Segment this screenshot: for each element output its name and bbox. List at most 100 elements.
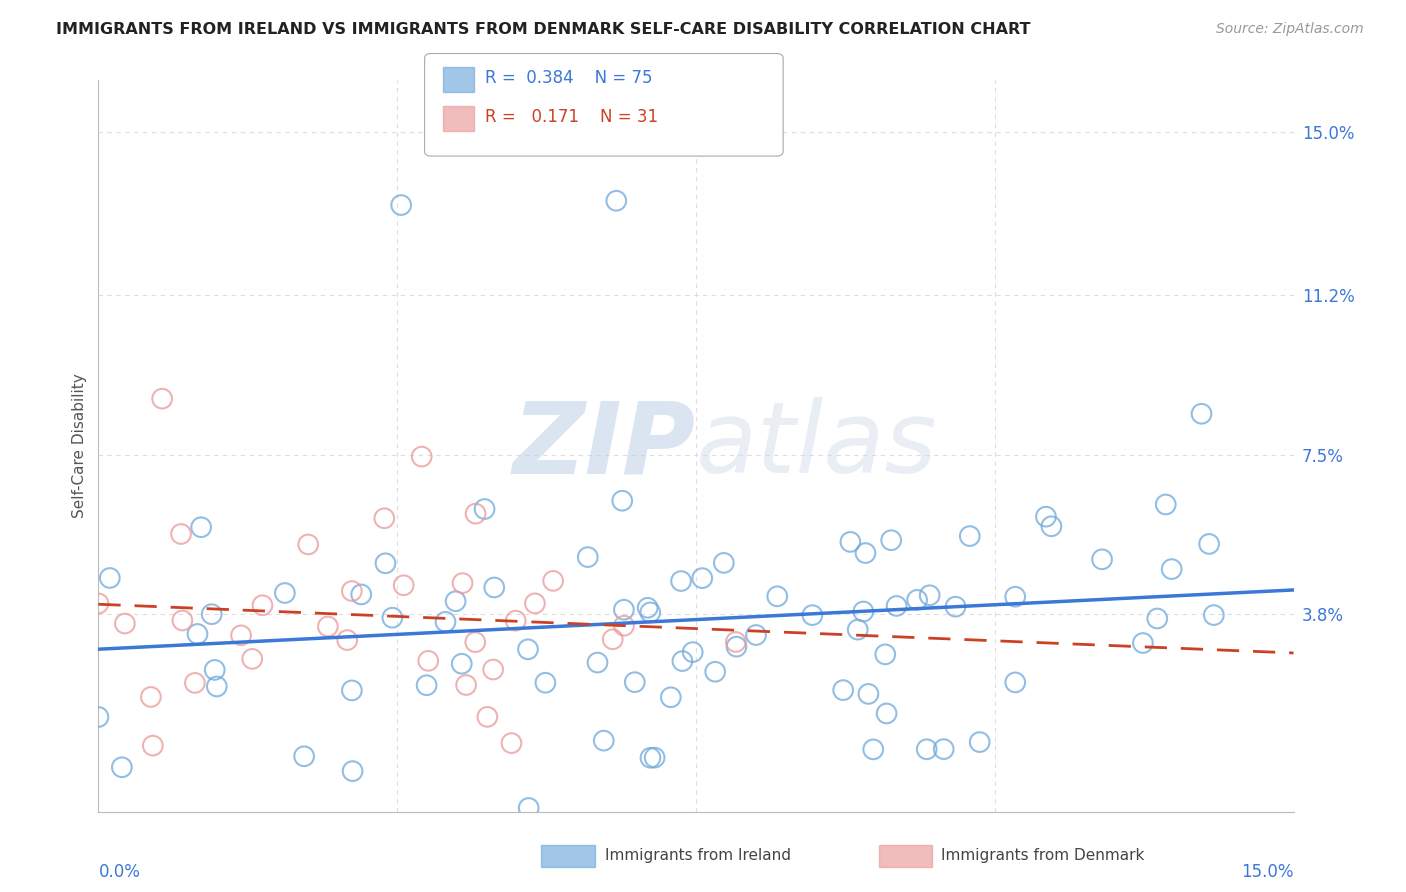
Point <box>682 645 704 659</box>
Point <box>444 594 467 608</box>
Point <box>389 198 412 212</box>
Point <box>534 675 557 690</box>
Point <box>613 618 636 632</box>
Point <box>172 614 194 628</box>
Point <box>451 576 474 591</box>
Point <box>252 599 274 613</box>
Point <box>541 574 564 588</box>
Point <box>612 493 634 508</box>
Point <box>832 683 855 698</box>
Point <box>373 511 395 525</box>
Point <box>477 710 499 724</box>
Point <box>297 537 319 551</box>
Point <box>87 597 110 611</box>
Point <box>876 706 898 721</box>
Text: R =  0.384    N = 75: R = 0.384 N = 75 <box>485 69 652 87</box>
Point <box>381 610 404 624</box>
Point <box>1040 519 1063 533</box>
Text: R =   0.171    N = 31: R = 0.171 N = 31 <box>485 108 658 126</box>
Point <box>576 550 599 565</box>
Point <box>671 654 693 668</box>
Point <box>638 606 661 620</box>
Point <box>1004 675 1026 690</box>
Point <box>959 529 981 543</box>
Point <box>415 678 437 692</box>
Point <box>1191 407 1213 421</box>
Text: 0.0%: 0.0% <box>98 863 141 881</box>
Point <box>292 749 315 764</box>
Point <box>434 615 457 629</box>
Point <box>1154 498 1177 512</box>
Point <box>690 571 713 585</box>
Point <box>918 588 941 602</box>
Point <box>411 450 433 464</box>
Point <box>456 678 478 692</box>
Point <box>801 608 824 623</box>
Point <box>839 535 862 549</box>
Point <box>464 635 486 649</box>
Point <box>87 710 110 724</box>
Point <box>474 502 496 516</box>
Point <box>669 574 692 588</box>
Point <box>766 589 789 603</box>
Point <box>517 642 540 657</box>
Point <box>1035 509 1057 524</box>
Text: Source: ZipAtlas.com: Source: ZipAtlas.com <box>1216 22 1364 37</box>
Point <box>240 652 263 666</box>
Point <box>1146 611 1168 625</box>
Point <box>637 600 659 615</box>
Point <box>184 676 207 690</box>
Point <box>340 584 363 599</box>
Point <box>501 736 523 750</box>
Point <box>875 648 897 662</box>
Point <box>725 640 748 654</box>
Point <box>517 801 540 815</box>
Point <box>482 663 505 677</box>
Point <box>855 546 877 560</box>
Point <box>605 194 627 208</box>
Point <box>846 623 869 637</box>
Point <box>623 675 645 690</box>
Point <box>204 663 226 677</box>
Point <box>98 571 121 585</box>
Point <box>1160 562 1182 576</box>
Text: Immigrants from Ireland: Immigrants from Ireland <box>605 848 790 863</box>
Point <box>644 750 666 764</box>
Point <box>724 635 747 649</box>
Point <box>659 690 682 705</box>
Point <box>886 599 908 613</box>
Point <box>450 657 472 671</box>
Point <box>170 527 193 541</box>
Point <box>640 751 662 765</box>
Point <box>464 507 486 521</box>
Point <box>229 628 252 642</box>
Point <box>613 603 636 617</box>
Point <box>392 578 415 592</box>
Point <box>1202 608 1225 623</box>
Text: Immigrants from Denmark: Immigrants from Denmark <box>941 848 1144 863</box>
Point <box>713 556 735 570</box>
Point <box>915 742 938 756</box>
Point <box>505 614 527 628</box>
Point <box>139 690 162 704</box>
Point <box>150 392 173 406</box>
Point <box>205 680 228 694</box>
Text: atlas: atlas <box>696 398 938 494</box>
Point <box>374 556 396 570</box>
Point <box>418 654 440 668</box>
Y-axis label: Self-Care Disability: Self-Care Disability <box>72 374 87 518</box>
Point <box>186 627 208 641</box>
Point <box>114 616 136 631</box>
Point <box>880 533 903 548</box>
Point <box>704 665 727 679</box>
Point <box>969 735 991 749</box>
Point <box>852 605 875 619</box>
Point <box>862 742 884 756</box>
Point <box>111 760 134 774</box>
Point <box>745 628 768 642</box>
Point <box>905 593 928 607</box>
Point <box>190 520 212 534</box>
Point <box>142 739 165 753</box>
Point <box>350 587 373 601</box>
Point <box>1091 552 1114 566</box>
